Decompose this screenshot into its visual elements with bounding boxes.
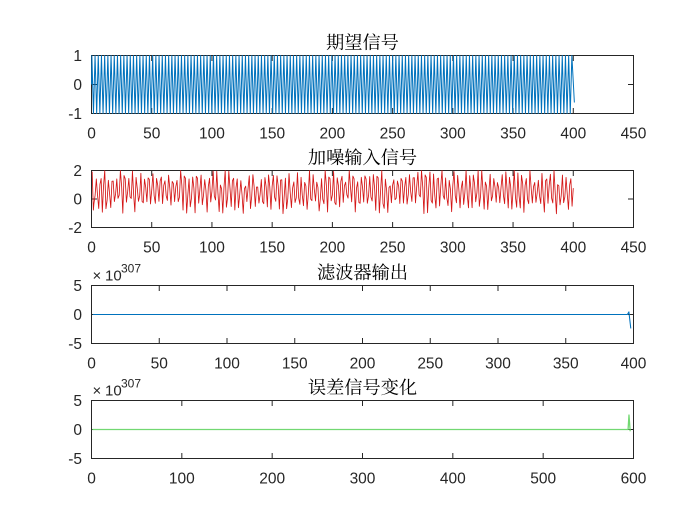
svg-text:300: 300	[485, 356, 511, 373]
svg-text:0: 0	[73, 77, 82, 94]
svg-text:300: 300	[350, 471, 376, 488]
svg-text:10: 10	[105, 383, 122, 400]
svg-text:150: 150	[259, 126, 285, 143]
svg-text:307: 307	[121, 377, 141, 391]
svg-text:100: 100	[199, 240, 225, 257]
svg-text:150: 150	[282, 356, 308, 373]
svg-text:200: 200	[350, 356, 376, 373]
svg-text:-5: -5	[68, 336, 82, 353]
svg-text:450: 450	[621, 126, 647, 143]
svg-text:200: 200	[319, 126, 345, 143]
svg-text:350: 350	[500, 240, 526, 257]
svg-text:300: 300	[440, 240, 466, 257]
svg-text:100: 100	[169, 471, 195, 488]
svg-text:10: 10	[105, 268, 122, 285]
svg-text:-5: -5	[68, 451, 82, 468]
svg-text:0: 0	[87, 356, 96, 373]
svg-text:400: 400	[560, 240, 586, 257]
svg-text:450: 450	[621, 240, 647, 257]
svg-text:100: 100	[214, 356, 240, 373]
svg-text:5: 5	[73, 278, 82, 295]
svg-text:-2: -2	[68, 220, 82, 237]
svg-text:200: 200	[259, 471, 285, 488]
svg-text:×: ×	[93, 383, 102, 400]
svg-text:-1: -1	[68, 106, 82, 123]
svg-text:250: 250	[417, 356, 443, 373]
svg-text:0: 0	[73, 307, 82, 324]
svg-text:250: 250	[380, 240, 406, 257]
svg-text:1: 1	[73, 48, 82, 65]
svg-text:0: 0	[87, 126, 96, 143]
svg-text:400: 400	[621, 356, 647, 373]
svg-text:2: 2	[73, 163, 82, 180]
svg-text:0: 0	[73, 422, 82, 439]
svg-text:600: 600	[621, 471, 647, 488]
svg-text:200: 200	[319, 240, 345, 257]
svg-text:500: 500	[530, 471, 556, 488]
svg-text:50: 50	[143, 126, 161, 143]
svg-text:400: 400	[440, 471, 466, 488]
svg-text:350: 350	[500, 126, 526, 143]
svg-text:5: 5	[73, 393, 82, 410]
svg-text:300: 300	[440, 126, 466, 143]
svg-text:100: 100	[199, 126, 225, 143]
svg-text:0: 0	[87, 240, 96, 257]
svg-text:50: 50	[143, 240, 161, 257]
svg-text:400: 400	[560, 126, 586, 143]
svg-text:150: 150	[259, 240, 285, 257]
svg-text:×: ×	[93, 268, 102, 285]
svg-text:0: 0	[87, 471, 96, 488]
svg-text:250: 250	[380, 126, 406, 143]
svg-text:350: 350	[553, 356, 579, 373]
svg-text:307: 307	[121, 262, 141, 276]
svg-text:50: 50	[151, 356, 169, 373]
svg-text:0: 0	[73, 191, 82, 208]
